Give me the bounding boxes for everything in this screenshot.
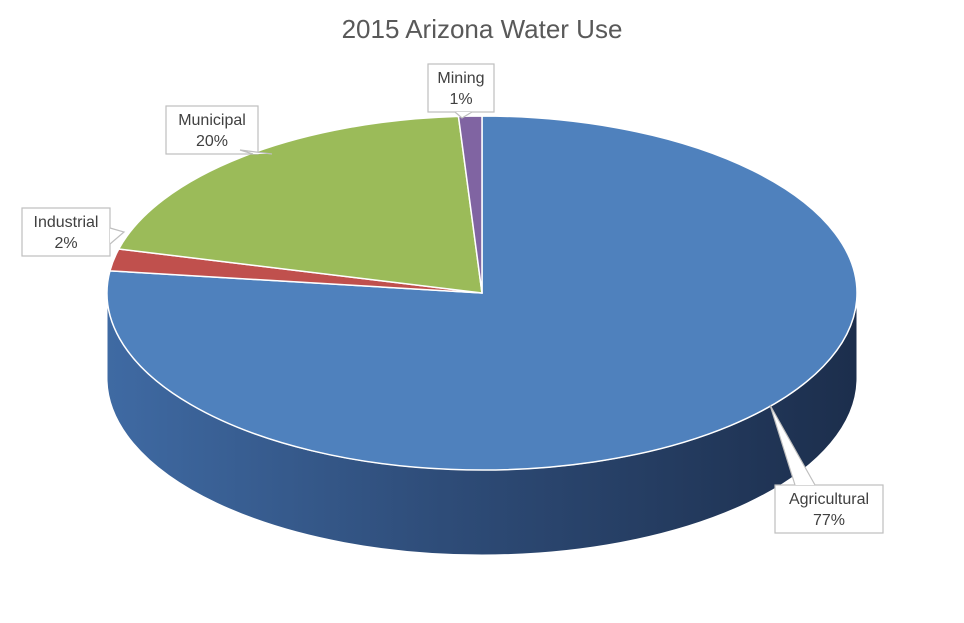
callout-box bbox=[774, 484, 884, 534]
callout-layer: Agricultural77%Industrial2%Municipal20%M… bbox=[21, 63, 884, 534]
callout-agricultural: Agricultural 77% bbox=[769, 404, 884, 534]
callout-pointer bbox=[109, 227, 126, 245]
callout-label-mining: Mining bbox=[437, 70, 484, 87]
callout-label-industrial: Industrial bbox=[34, 214, 99, 231]
callout-pointer bbox=[769, 404, 816, 486]
pie-slice-agricultural bbox=[106, 115, 858, 471]
chart-title: 2015 Arizona Water Use bbox=[341, 14, 623, 44]
callout-value-mining: 1% bbox=[449, 91, 472, 108]
callout-label-agricultural: Agricultural bbox=[789, 491, 869, 508]
callout-label-municipal: Municipal bbox=[178, 112, 246, 129]
callout-industrial: Industrial 2% bbox=[21, 207, 126, 257]
callout-mining: Mining 1% bbox=[427, 63, 495, 119]
callout-pointer bbox=[454, 111, 473, 119]
callout-box bbox=[165, 105, 259, 155]
pie-top-layer bbox=[106, 115, 858, 471]
callout-value-industrial: 2% bbox=[54, 235, 77, 252]
pie-slice-mining bbox=[457, 115, 483, 294]
callout-value-municipal: 20% bbox=[196, 133, 228, 150]
callout-value-agricultural: 77% bbox=[813, 512, 845, 529]
callout-pointer bbox=[239, 149, 273, 155]
callout-box bbox=[21, 207, 111, 257]
pie-slice-municipal bbox=[117, 115, 483, 294]
callout-municipal: Municipal 20% bbox=[165, 105, 273, 155]
